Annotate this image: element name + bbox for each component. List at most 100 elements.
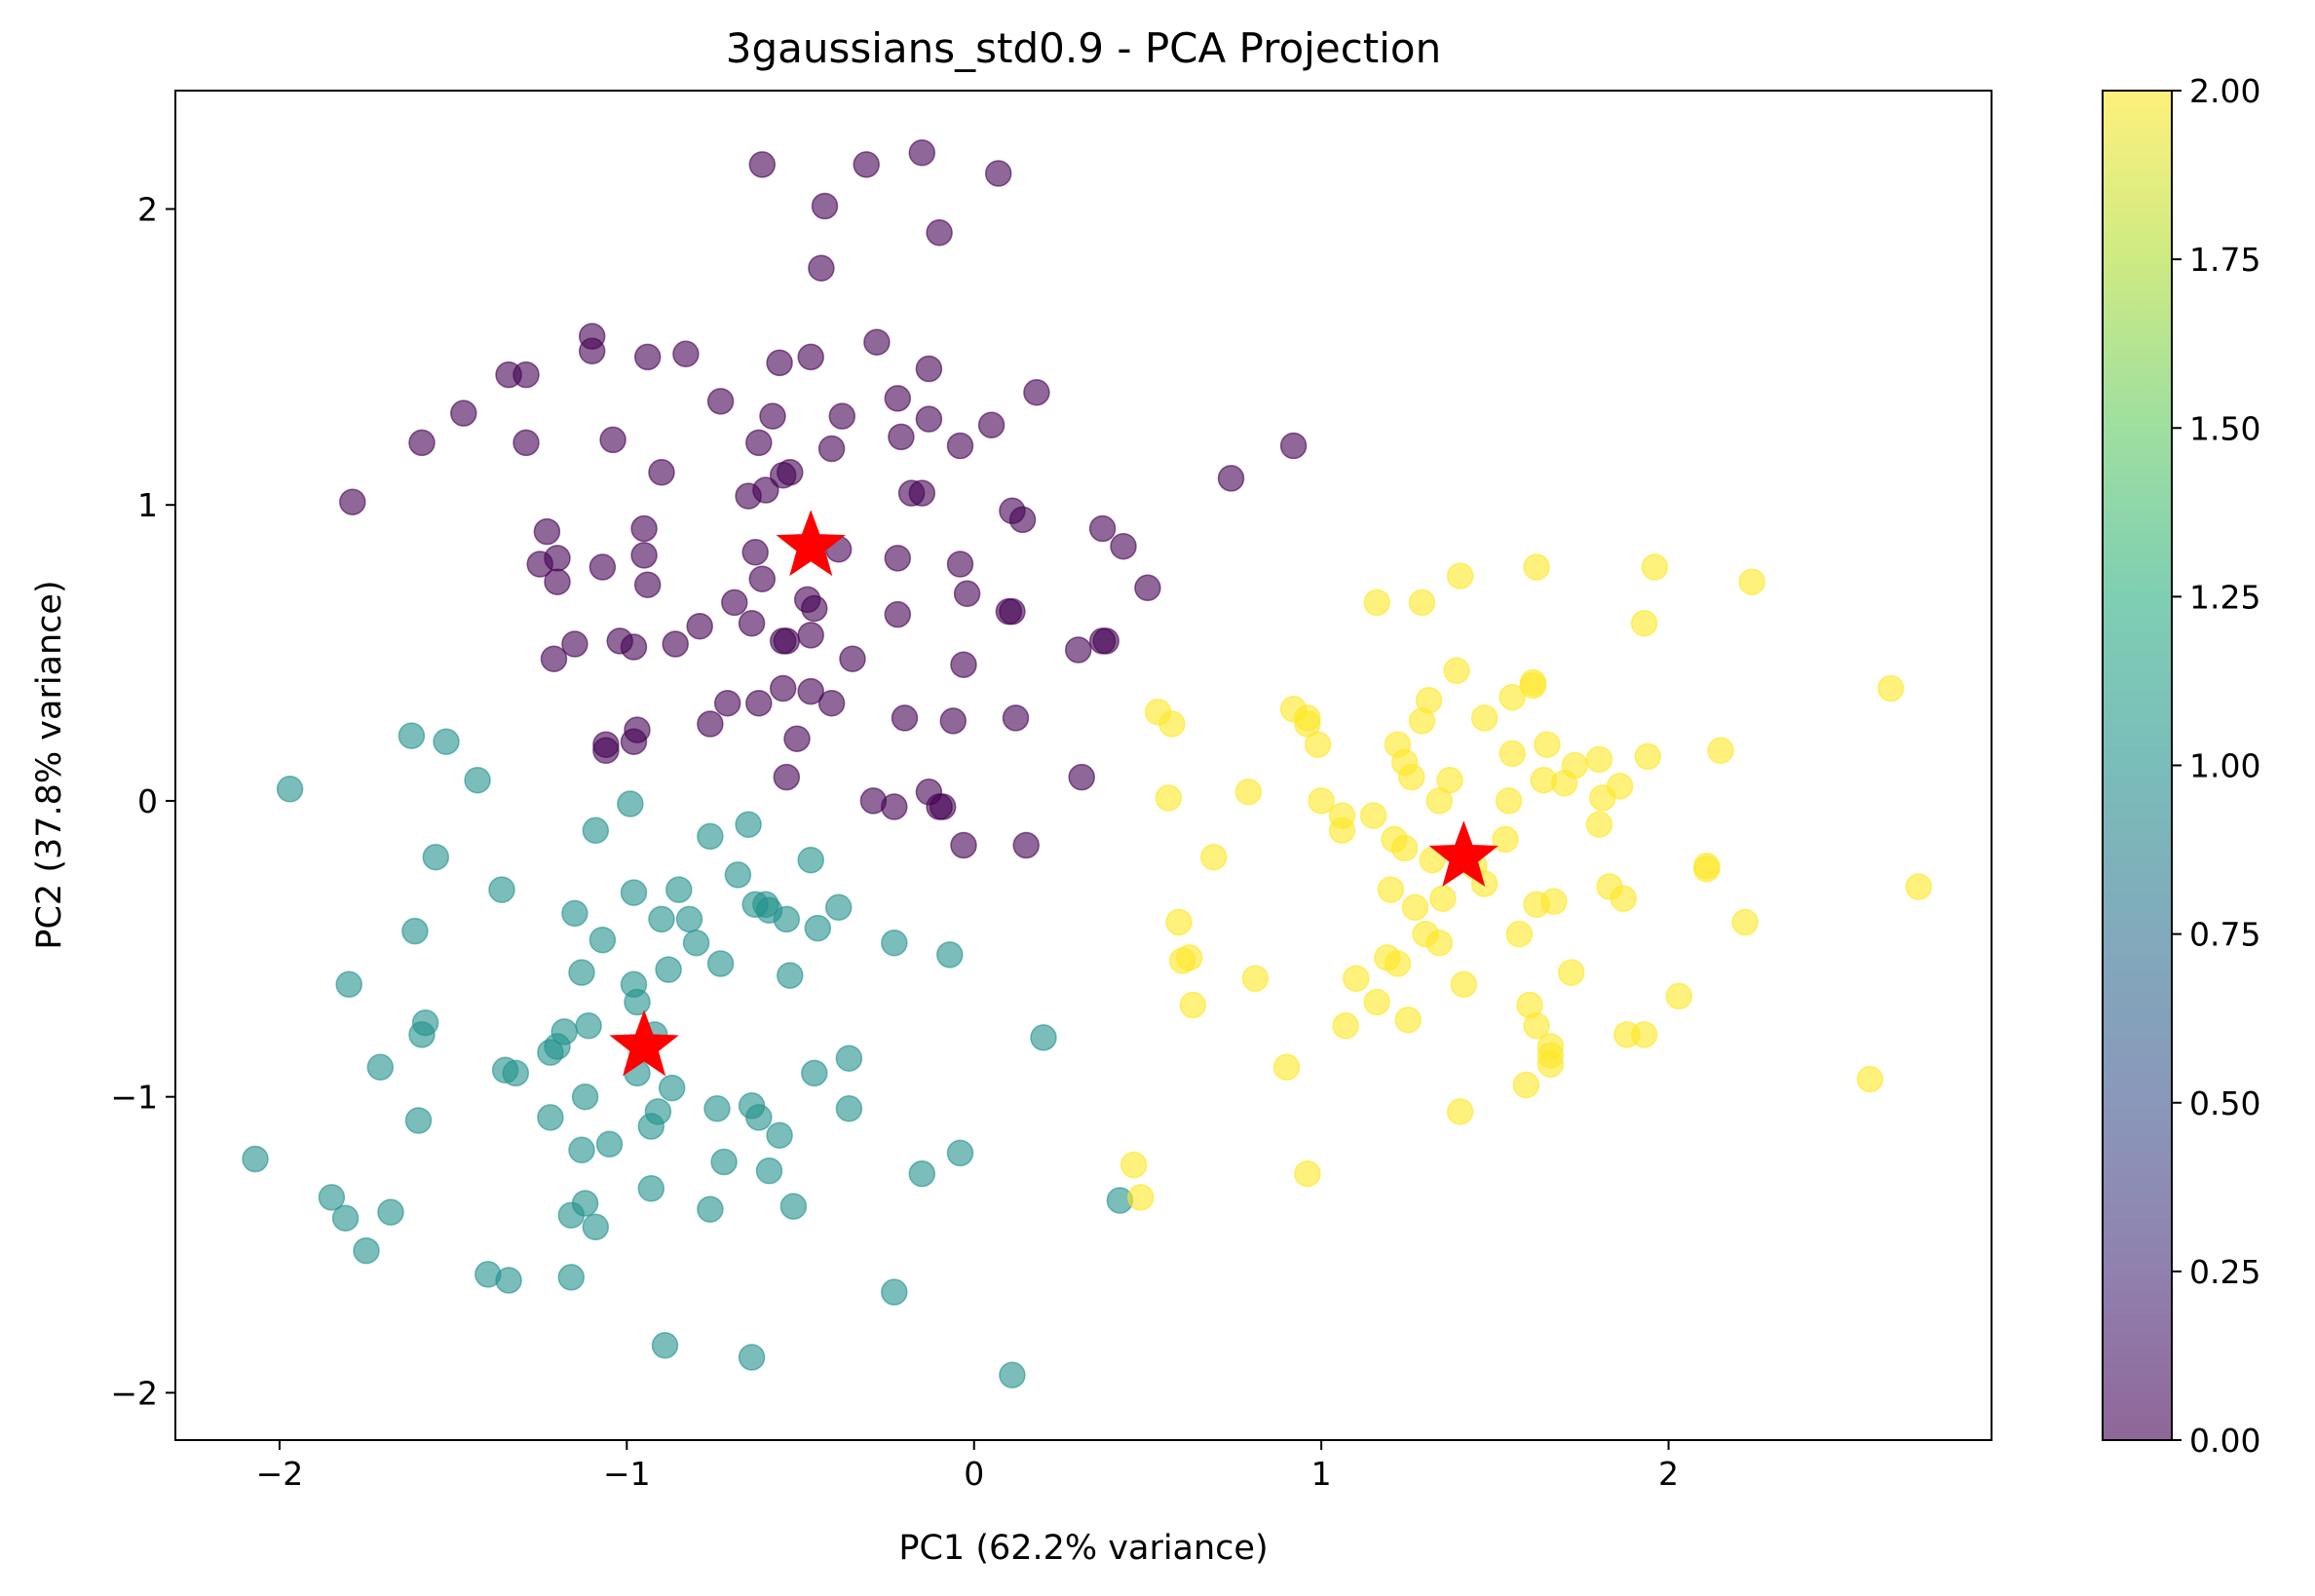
- scatter-point-class-0: [984, 160, 1012, 187]
- scatter-point-class-0: [908, 139, 936, 167]
- scatter-point-class-0: [853, 151, 880, 178]
- scatter-point-class-1: [561, 899, 588, 928]
- scatter-point-class-0: [797, 677, 824, 705]
- scatter-point-class-0: [630, 542, 658, 569]
- scatter-point-class-0: [946, 432, 974, 460]
- scatter-point-class-1: [675, 905, 703, 933]
- scatter-point-class-2: [1641, 553, 1669, 581]
- scatter-point-class-0: [977, 411, 1006, 438]
- scatter-point-class-0: [450, 399, 477, 427]
- scatter-point-class-2: [1446, 1098, 1474, 1125]
- scatter-point-class-2: [1425, 787, 1454, 815]
- y-tick-label: −1: [110, 1079, 158, 1117]
- scatter-point-class-0: [1217, 465, 1245, 492]
- scatter-point-class-2: [1429, 885, 1457, 912]
- scatter-point-class-2: [1155, 784, 1183, 812]
- scatter-point-class-2: [1450, 970, 1478, 999]
- scatter-point-class-0: [633, 343, 662, 371]
- scatter-point-class-1: [655, 956, 682, 983]
- scatter-point-class-0: [1008, 506, 1037, 534]
- plot-frame: [174, 90, 1992, 1441]
- scatter-point-class-1: [404, 1107, 433, 1134]
- scatter-point-class-2: [1408, 589, 1436, 617]
- colorbar-tick-label: 1.00: [2189, 747, 2260, 785]
- scatter-point-class-1: [408, 1021, 436, 1048]
- scatter-point-class-2: [1328, 817, 1356, 845]
- scatter-point-class-2: [1343, 965, 1370, 992]
- scatter-point-class-2: [1550, 769, 1578, 797]
- scatter-point-class-1: [537, 1039, 564, 1066]
- scatter-point-class-0: [620, 633, 648, 661]
- scatter-point-class-1: [745, 1104, 773, 1131]
- scatter-point-class-0: [1092, 627, 1120, 655]
- scatter-point-class-2: [1408, 707, 1436, 735]
- scatter-point-class-1: [377, 1198, 404, 1226]
- scatter-point-class-1: [331, 1204, 360, 1232]
- scatter-point-class-1: [697, 822, 724, 851]
- scatter-point-class-2: [1272, 1053, 1301, 1082]
- scatter-point-class-0: [544, 545, 571, 572]
- scatter-point-class-2: [1401, 893, 1429, 922]
- scatter-point-class-1: [665, 876, 693, 903]
- scatter-point-class-0: [888, 423, 915, 451]
- scatter-point-class-2: [1537, 1050, 1565, 1079]
- centroid-star-1: [609, 1009, 679, 1077]
- scatter-point-class-0: [686, 612, 713, 640]
- scatter-point-class-2: [1394, 1006, 1422, 1034]
- scatter-point-class-0: [1012, 831, 1040, 859]
- scatter-point-class-0: [950, 831, 977, 859]
- scatter-point-class-1: [824, 893, 853, 922]
- scatter-point-class-0: [908, 479, 936, 507]
- scatter-point-class-2: [1179, 991, 1207, 1019]
- scatter-point-class-0: [578, 337, 606, 365]
- scatter-point-class-1: [276, 776, 304, 803]
- scatter-point-class-1: [881, 1278, 908, 1306]
- colorbar-tick-label: 1.25: [2189, 578, 2260, 616]
- scatter-point-class-1: [242, 1145, 269, 1173]
- scatter-point-class-2: [1158, 710, 1186, 738]
- scatter-point-class-1: [571, 1083, 599, 1111]
- scatter-point-class-2: [1905, 873, 1932, 900]
- scatter-point-class-1: [433, 728, 460, 755]
- scatter-point-class-2: [1692, 855, 1721, 883]
- scatter-point-class-2: [1384, 950, 1412, 977]
- scatter-point-class-0: [891, 704, 919, 732]
- scatter-point-class-1: [624, 988, 651, 1016]
- scatter-point-class-0: [915, 405, 943, 433]
- scatter-point-class-2: [1199, 843, 1228, 871]
- scatter-point-class-1: [797, 846, 824, 874]
- x-axis-ticks: −2 −1 0 1 2: [256, 1440, 1679, 1493]
- scatter-point-class-2: [1332, 1012, 1359, 1040]
- scatter-point-class-2: [1585, 811, 1613, 838]
- scatter-point-class-0: [881, 793, 908, 820]
- scatter-point-class-1: [1030, 1024, 1057, 1051]
- scatter-point-class-2: [1856, 1065, 1884, 1093]
- scatter-point-class-1: [658, 1074, 686, 1102]
- colorbar-tick-label: 0.50: [2189, 1084, 2260, 1122]
- scatter-point-class-1: [401, 917, 429, 945]
- scatter-point-class-2: [1234, 779, 1263, 806]
- scatter-point-class-2: [1499, 683, 1526, 711]
- scatter-point-class-0: [797, 622, 824, 649]
- scatter-point-class-0: [766, 349, 793, 377]
- scatter-point-class-2: [1610, 885, 1637, 912]
- scatter-point-class-2: [1120, 1151, 1148, 1179]
- scatter-point-class-1: [752, 891, 779, 919]
- scatter-point-class-0: [1023, 379, 1050, 406]
- scatter-point-class-0: [759, 402, 786, 430]
- scatter-point-class-0: [745, 429, 773, 457]
- scatter-point-class-0: [544, 568, 571, 595]
- scatter-point-class-2: [1534, 731, 1561, 758]
- scatter-point-class-1: [735, 811, 762, 838]
- scatter-point-class-2: [1523, 553, 1550, 581]
- scatter-point-class-1: [318, 1184, 346, 1211]
- scatter-point-class-0: [721, 589, 748, 617]
- scatter-point-class-0: [561, 630, 588, 658]
- scatter-point-class-1: [582, 1213, 610, 1241]
- scatter-point-class-0: [748, 565, 777, 592]
- scatter-point-class-2: [1634, 742, 1661, 771]
- scatter-point-class-0: [512, 361, 540, 389]
- scatter-point-class-2: [1304, 731, 1332, 758]
- scatter-point-class-2: [1446, 562, 1474, 589]
